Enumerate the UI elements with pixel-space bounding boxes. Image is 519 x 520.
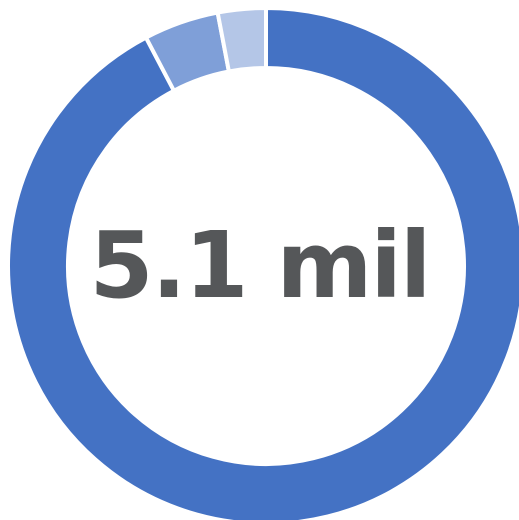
- donut-slice-3: [215, 5, 268, 74]
- donut-slice-1: [6, 5, 519, 520]
